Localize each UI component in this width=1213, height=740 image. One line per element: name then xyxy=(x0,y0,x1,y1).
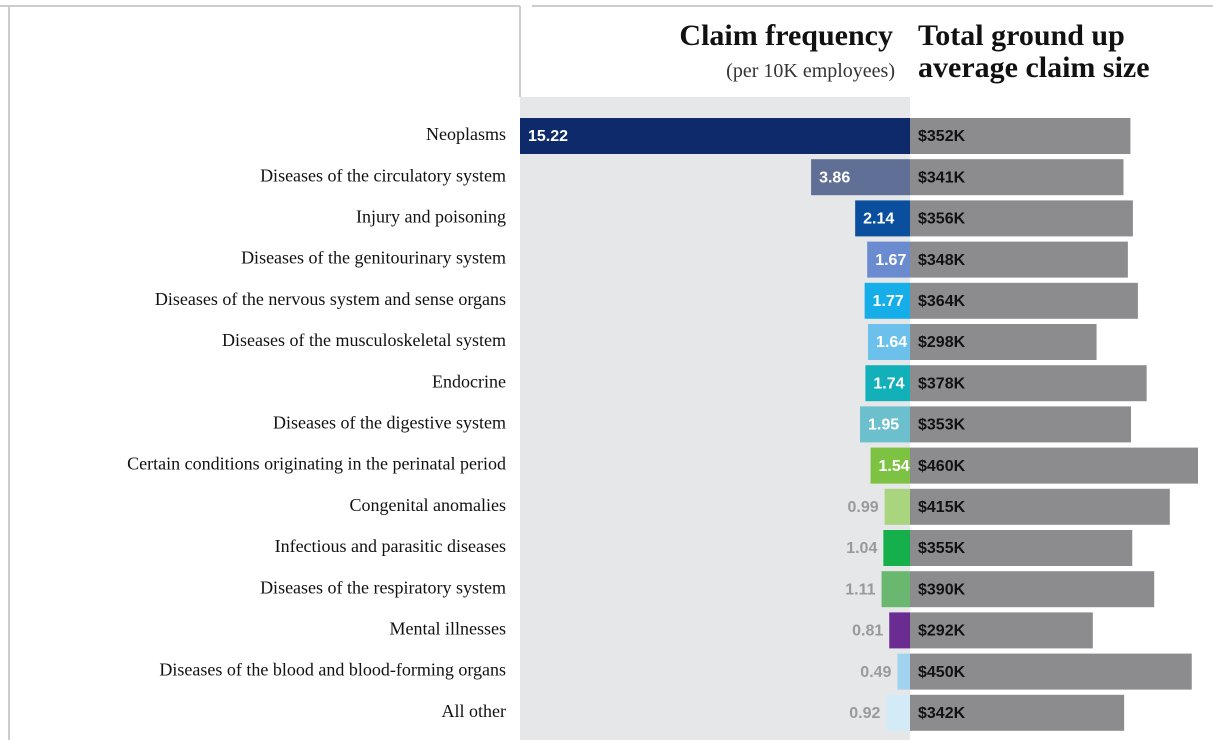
chart-title: Total ground up average claim size xyxy=(918,19,1150,84)
bar xyxy=(910,571,1155,608)
bar xyxy=(910,612,1093,649)
bar xyxy=(881,571,910,608)
value-label: $298K xyxy=(918,334,966,351)
value-label: $415K xyxy=(918,499,966,516)
value-label: $390K xyxy=(918,581,966,598)
bar xyxy=(883,530,910,566)
value-label: $352K xyxy=(918,128,966,145)
bar xyxy=(884,488,910,525)
category-label: Neoplasms xyxy=(426,124,506,144)
category-label: Diseases of the digestive system xyxy=(273,413,506,433)
value-label: $378K xyxy=(918,375,966,392)
bar xyxy=(910,447,1198,484)
value-label: 1.11 xyxy=(845,581,875,598)
category-label: Certain conditions originating in the pe… xyxy=(127,454,506,474)
chart-title: Claim frequency xyxy=(679,19,893,52)
bar xyxy=(864,282,910,319)
bar xyxy=(910,488,1170,525)
value-label: $292K xyxy=(918,623,966,640)
value-label: 0.81 xyxy=(852,623,883,640)
value-label: 1.04 xyxy=(846,540,877,557)
value-label: $348K xyxy=(918,252,966,269)
bar xyxy=(910,159,1124,196)
value-label: 1.77 xyxy=(873,293,904,310)
bar xyxy=(865,365,910,402)
bar xyxy=(860,406,910,443)
category-label: Diseases of the genitourinary system xyxy=(241,248,506,268)
value-label: $450K xyxy=(918,664,966,681)
value-label: 0.92 xyxy=(849,705,880,722)
bar xyxy=(910,324,1097,360)
bar xyxy=(870,447,910,484)
category-label: Diseases of the blood and blood-forming … xyxy=(159,660,506,680)
value-label: 1.74 xyxy=(873,375,904,392)
bar xyxy=(910,653,1192,690)
value-label: 1.64 xyxy=(876,334,907,351)
value-label: $341K xyxy=(918,169,966,186)
category-label: Diseases of the nervous system and sense… xyxy=(155,289,506,309)
bar xyxy=(910,365,1147,402)
bar xyxy=(897,653,910,690)
value-label: 1.95 xyxy=(868,417,899,434)
bar xyxy=(910,282,1138,319)
bar xyxy=(867,241,910,278)
category-label: Mental illnesses xyxy=(390,619,506,639)
category-label: Diseases of the musculoskeletal system xyxy=(222,330,506,350)
value-label: 0.99 xyxy=(847,499,878,516)
bar xyxy=(889,612,910,649)
value-label: $355K xyxy=(918,540,966,557)
value-label: 2.14 xyxy=(863,211,894,228)
bar xyxy=(520,118,910,154)
plot-background xyxy=(520,97,910,740)
value-label: $364K xyxy=(918,293,966,310)
category-label: All other xyxy=(442,701,507,721)
value-label: 0.49 xyxy=(860,664,891,681)
value-label: $342K xyxy=(918,705,966,722)
bar xyxy=(855,200,910,237)
category-label: Infectious and parasitic diseases xyxy=(275,536,506,556)
bar xyxy=(910,118,1131,154)
value-label: 1.67 xyxy=(875,252,906,269)
value-label: 1.54 xyxy=(879,458,910,475)
value-label: 3.86 xyxy=(819,169,850,186)
value-label: $356K xyxy=(918,211,966,228)
value-label: $460K xyxy=(918,458,966,475)
category-label: Diseases of the respiratory system xyxy=(260,577,506,597)
bar xyxy=(910,530,1133,566)
category-label: Endocrine xyxy=(432,371,506,391)
bar xyxy=(886,694,910,731)
value-label: $353K xyxy=(918,417,966,434)
bar xyxy=(910,200,1133,237)
category-label: Injury and poisoning xyxy=(356,207,506,227)
chart-subtitle: (per 10K employees) xyxy=(726,60,895,82)
category-label: Congenital anomalies xyxy=(350,495,506,515)
bar xyxy=(910,694,1125,731)
bar xyxy=(910,406,1132,443)
bar xyxy=(811,159,910,196)
value-label: 15.22 xyxy=(528,128,568,145)
bar xyxy=(867,324,910,360)
bar xyxy=(910,241,1128,278)
category-label: Diseases of the circulatory system xyxy=(260,165,506,185)
